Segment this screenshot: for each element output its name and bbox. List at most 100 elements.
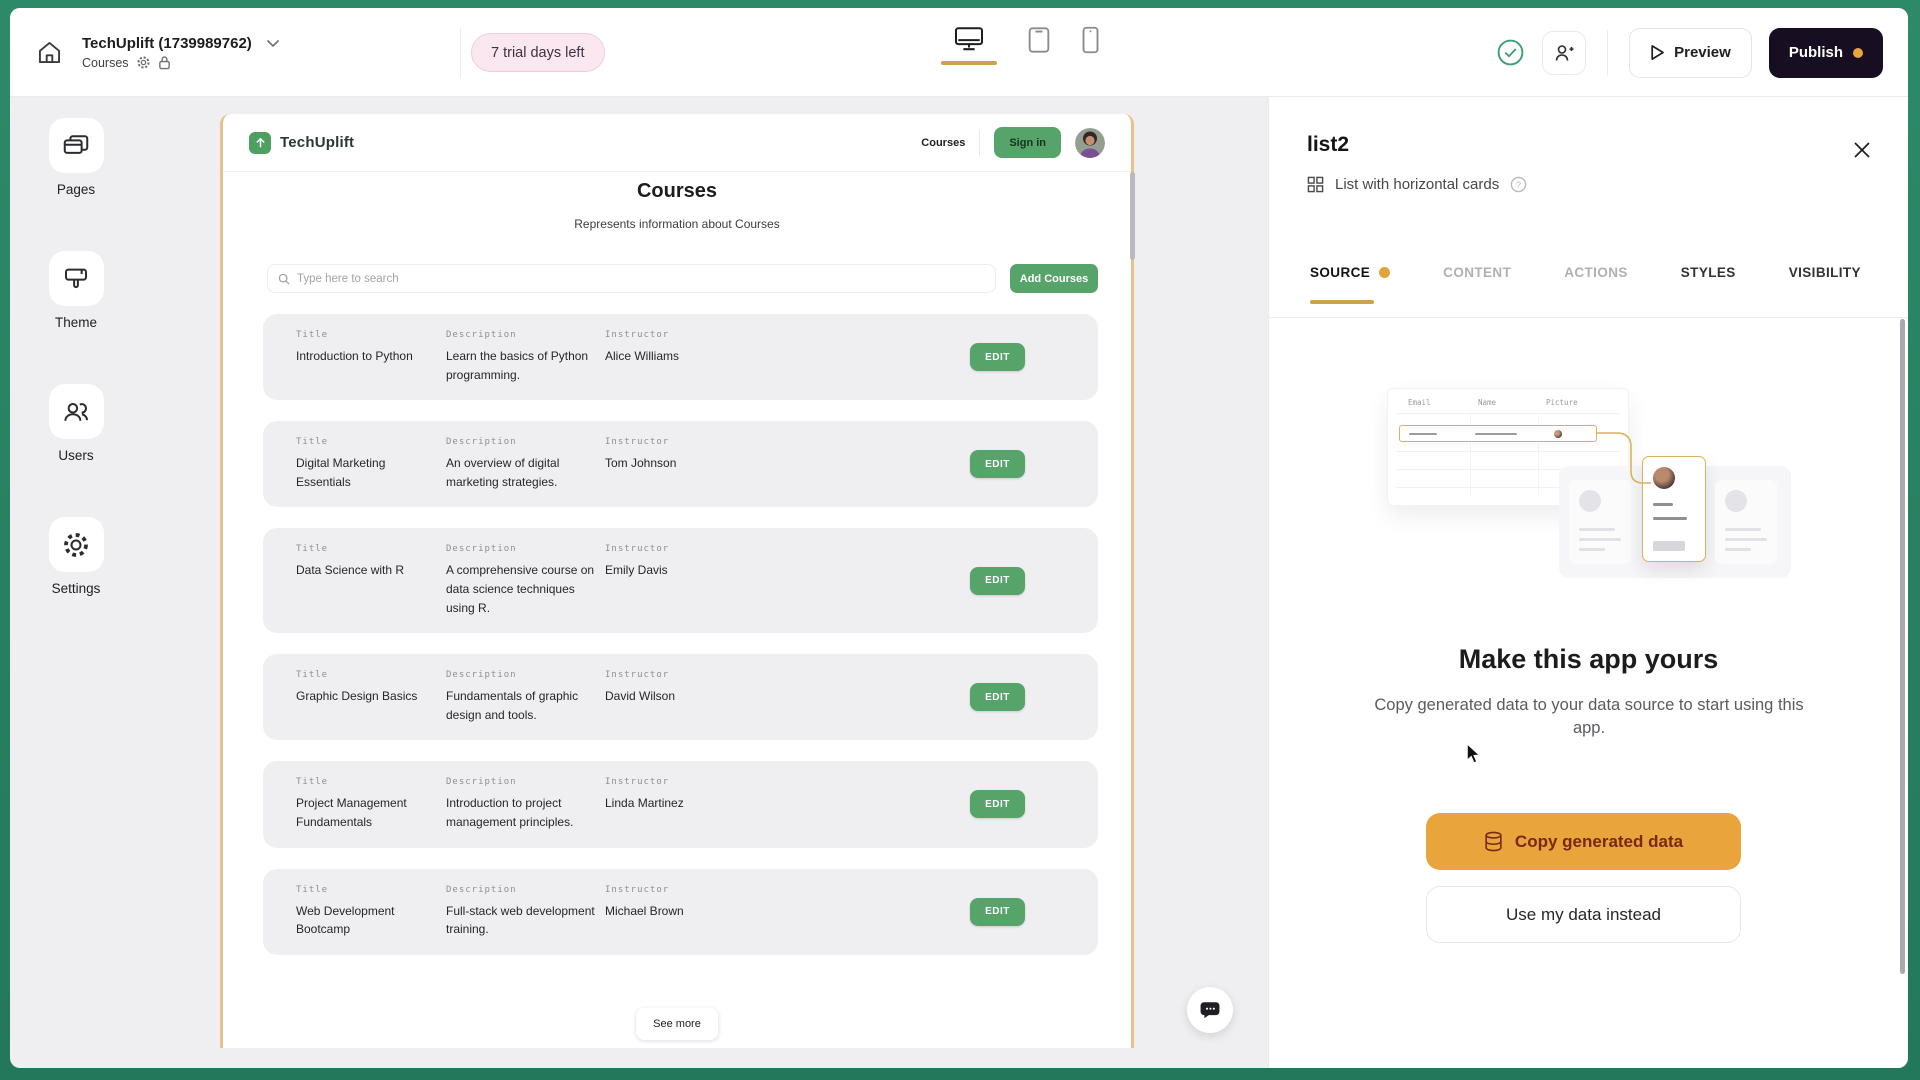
publish-button-label: Publish <box>1788 44 1843 61</box>
field-label-instructor: Instructor <box>605 437 670 448</box>
home-button[interactable] <box>32 36 66 70</box>
course-card: Title Introduction to Python Description L… <box>263 314 1098 401</box>
sidebar-item-settings[interactable]: Settings <box>48 517 104 596</box>
sign-in-button[interactable]: Sign in <box>994 127 1061 158</box>
window-content: TechUplift (1739989762) Courses 7 trial … <box>10 8 1908 1068</box>
trial-badge: 7 trial days left <box>471 33 605 72</box>
field-label-description: Description <box>446 437 517 448</box>
preview-button[interactable]: Preview <box>1629 27 1752 78</box>
app-preview-header: TechUplift Courses Sign in <box>223 114 1131 172</box>
top-bar: TechUplift (1739989762) Courses 7 trial … <box>10 8 1908 97</box>
illustration-column-email: Email <box>1408 398 1431 407</box>
panel-scrollbar[interactable] <box>1900 319 1905 974</box>
edit-button[interactable]: EDIT <box>970 566 1025 595</box>
highlighted-row <box>1399 425 1597 442</box>
panel-description: Copy generated data to your data source … <box>1374 696 1804 738</box>
sidebar-label-settings: Settings <box>51 581 101 596</box>
sidebar-label-users: Users <box>58 448 94 463</box>
cards-mockup <box>1559 456 1791 578</box>
edit-button[interactable]: EDIT <box>970 790 1025 819</box>
home-icon <box>38 41 60 64</box>
tab-styles[interactable]: STYLES <box>1680 265 1736 280</box>
theme-icon <box>65 268 87 288</box>
app-title: TechUplift (1739989762) <box>82 35 252 52</box>
gear-icon[interactable] <box>136 55 151 70</box>
svg-text:?: ? <box>1516 180 1521 190</box>
preview-scrollbar[interactable] <box>1130 172 1135 260</box>
device-tablet-toggle[interactable] <box>1027 26 1051 54</box>
lock-icon <box>158 56 170 70</box>
preview-button-label: Preview <box>1674 44 1731 61</box>
check-circle-icon[interactable] <box>1496 38 1525 67</box>
edit-button[interactable]: EDIT <box>970 343 1025 372</box>
edit-button[interactable]: EDIT <box>970 897 1025 926</box>
edit-button[interactable]: EDIT <box>970 450 1025 479</box>
course-title: Digital Marketing Essentials <box>296 456 386 489</box>
close-panel-button[interactable] <box>1849 137 1875 163</box>
chat-icon <box>1200 1002 1220 1019</box>
course-description: A comprehensive course on data science t… <box>446 563 595 615</box>
use-my-data-button[interactable]: Use my data instead <box>1426 886 1741 943</box>
search-input[interactable] <box>297 272 985 285</box>
device-desktop-toggle[interactable] <box>941 26 997 65</box>
tab-source[interactable]: SOURCE <box>1310 265 1391 280</box>
app-nav: Courses Sign in <box>921 127 1105 158</box>
field-label-instructor: Instructor <box>605 544 670 555</box>
field-label-title: Title <box>296 544 329 555</box>
field-label-instructor: Instructor <box>605 884 670 895</box>
chevron-down-icon[interactable] <box>266 39 280 48</box>
edit-button[interactable]: EDIT <box>970 683 1025 712</box>
publish-button[interactable]: Publish <box>1768 27 1883 78</box>
help-icon[interactable]: ? <box>1510 176 1527 193</box>
field-label-description: Description <box>446 884 517 895</box>
device-phone-toggle[interactable] <box>1081 26 1100 54</box>
add-courses-button[interactable]: Add Courses <box>1010 264 1098 293</box>
field-label-instructor: Instructor <box>605 330 670 340</box>
chat-fab-button[interactable] <box>1187 987 1233 1033</box>
course-description: Full-stack web development training. <box>446 903 595 937</box>
topbar-divider <box>460 28 461 78</box>
course-description: Fundamentals of graphic design and tools… <box>446 689 579 722</box>
course-description: Learn the basics of Python programming. <box>446 349 589 382</box>
sidebar-label-pages: Pages <box>56 182 96 197</box>
illustration-column-picture: Picture <box>1546 398 1578 407</box>
copy-generated-data-button[interactable]: Copy generated data <box>1426 813 1741 870</box>
users-icon <box>64 402 88 421</box>
left-sidebar: Pages Theme Users Settings <box>10 118 142 650</box>
course-instructor: Michael Brown <box>605 903 684 918</box>
field-label-description: Description <box>446 670 517 681</box>
app-nav-courses[interactable]: Courses <box>921 136 966 149</box>
app-brand: TechUplift <box>249 131 355 154</box>
desktop-icon <box>954 27 984 51</box>
sidebar-item-theme[interactable]: Theme <box>48 251 104 330</box>
course-instructor: Tom Johnson <box>605 456 677 471</box>
sidebar-item-pages[interactable]: Pages <box>48 118 104 197</box>
play-icon <box>1651 45 1664 60</box>
top-bar-left: TechUplift (1739989762) Courses <box>32 8 280 97</box>
invite-users-button[interactable] <box>1542 30 1587 75</box>
pages-icon <box>63 134 89 154</box>
see-more-button[interactable]: See more <box>636 1008 718 1040</box>
course-instructor: David Wilson <box>605 689 676 704</box>
course-card: Title Graphic Design Basics Description Fu… <box>263 654 1098 741</box>
course-title: Web Development Bootcamp <box>296 903 395 937</box>
settings-icon <box>64 532 88 557</box>
course-card: Title Project Management Fundamentals Des… <box>263 761 1098 848</box>
page-title: Courses <box>636 180 718 202</box>
tab-visibility[interactable]: VISIBILITY <box>1788 265 1861 280</box>
course-card: Title Data Science with R Description A co… <box>263 528 1098 634</box>
top-bar-right: Preview Publish <box>1496 8 1883 97</box>
page-subtitle: Represents information about Courses <box>574 217 780 231</box>
tab-content[interactable]: CONTENT <box>1443 265 1512 280</box>
component-name: list2 <box>1307 133 1350 156</box>
close-icon <box>1854 142 1870 158</box>
app-brand-name: TechUplift <box>280 134 355 151</box>
sidebar-item-users[interactable]: Users <box>48 384 104 463</box>
tab-actions[interactable]: ACTIONS <box>1564 265 1628 280</box>
app-logo-icon <box>249 131 271 154</box>
avatar[interactable] <box>1075 127 1105 158</box>
course-title: Data Science with R <box>296 563 405 578</box>
component-type-row: List with horizontal cards ? <box>1307 176 1527 193</box>
course-description: An overview of digital marketing strateg… <box>446 456 560 489</box>
